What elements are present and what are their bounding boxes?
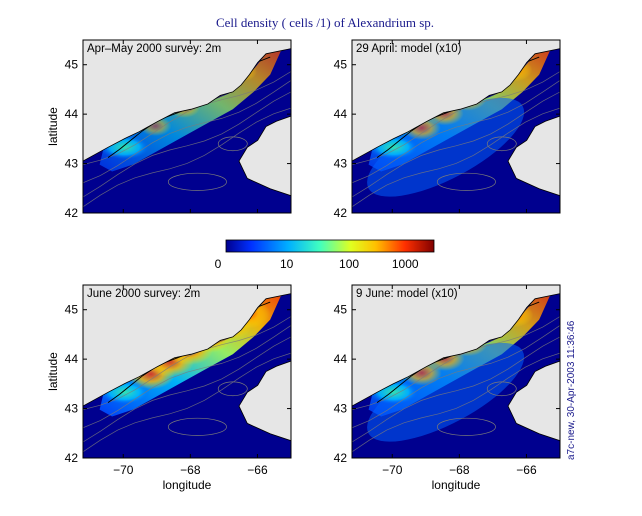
y-tick-label: 42: [65, 451, 79, 465]
y-tick-label: 42: [65, 206, 79, 220]
land-mass: [83, 40, 291, 162]
x-tick-label: −68: [180, 463, 201, 477]
bathymetry-contour: [83, 80, 291, 184]
y-tick-label: 45: [334, 58, 348, 72]
panel-frame: [351, 284, 561, 459]
map-panel: 9 June: model (x10) 42 43 44 45 −70 −68 −66 long…: [334, 284, 561, 492]
panel-label: June 2000 survey: 2m: [87, 288, 200, 300]
y-axis-label: latitude: [46, 352, 60, 391]
land-mass: [352, 40, 560, 162]
bathymetry-contour: [352, 325, 560, 429]
colorbar-tick-label: 100: [339, 257, 359, 271]
panels: Apr–May 2000 survey: 2m 42 43 44 45 latitude 2…: [46, 39, 561, 492]
land-mass-nova-scotia: [238, 360, 291, 442]
panel-frame: [82, 39, 292, 214]
y-tick-label: 44: [334, 107, 348, 121]
bathymetry-contour: [167, 417, 227, 436]
chart-title: Cell density ( cells /1) of Alexandrium …: [216, 15, 434, 30]
bathymetry-contour: [352, 80, 560, 184]
x-tick-label: −70: [113, 463, 134, 477]
bathymetry-contour: [352, 71, 560, 165]
panel-frame: [82, 284, 292, 459]
bathymetry-contour: [83, 316, 291, 410]
colorbar-gradient: [225, 239, 435, 253]
y-tick-label: 42: [334, 206, 348, 220]
land-mass: [352, 285, 560, 407]
y-tick-label: 43: [334, 157, 348, 171]
bathymetry-contour: [167, 172, 227, 191]
y-tick-label: 43: [334, 402, 348, 416]
y-tick-label: 42: [334, 451, 348, 465]
bathymetry-contour: [352, 316, 560, 410]
x-axis-label: longitude: [163, 478, 212, 492]
bathymetry-contour: [217, 381, 248, 397]
y-tick-label: 43: [65, 157, 79, 171]
x-tick-label: −70: [382, 463, 403, 477]
land-mass-nova-scotia: [507, 115, 560, 197]
panel-frame: [351, 39, 561, 214]
colorbar-tick-label: 10: [280, 257, 294, 271]
panel-label: 9 June: model (x10): [356, 288, 458, 300]
bathymetry-contour: [436, 417, 496, 436]
map-panel: 29 April: model (x10) 42 43 44 45: [334, 39, 561, 220]
bathymetry-contour: [83, 325, 291, 429]
timestamp-stamp: a7c-new, 30-Apr-2003 11:36:46: [566, 320, 577, 460]
map-panel: June 2000 survey: 2m 42 43 44 45 −70 −68 −66 lat…: [46, 284, 292, 492]
bathymetry-contour: [83, 107, 291, 208]
land-mass-nova-scotia: [507, 360, 560, 442]
model-plume: [367, 97, 525, 197]
bathymetry-contour: [83, 352, 291, 453]
land-mass-nova-scotia: [238, 115, 291, 197]
y-axis-label: latitude: [46, 107, 60, 146]
y-tick-label: 44: [65, 107, 79, 121]
bathymetry-contour: [83, 336, 291, 443]
x-tick-label: −66: [247, 463, 268, 477]
x-tick-label: −68: [449, 463, 470, 477]
panel-label: Apr–May 2000 survey: 2m: [87, 43, 221, 55]
bathymetry-contour: [352, 107, 560, 208]
bathymetry-contour: [486, 136, 517, 152]
bathymetry-contour: [352, 91, 560, 198]
panel-label: 29 April: model (x10): [356, 43, 462, 55]
map-panel: Apr–May 2000 survey: 2m 42 43 44 45 latitude: [46, 39, 292, 220]
bathymetry-contour: [83, 91, 291, 198]
x-axis-label: longitude: [432, 478, 481, 492]
y-tick-label: 43: [65, 402, 79, 416]
bathymetry-contour: [217, 136, 248, 152]
y-tick-label: 44: [334, 352, 348, 366]
colorbar-tick-label: 0: [215, 257, 222, 271]
bathymetry-contour: [352, 336, 560, 443]
bathymetry-contour: [83, 71, 291, 165]
x-tick-label: −66: [516, 463, 537, 477]
y-tick-label: 45: [65, 303, 79, 317]
bathymetry-contour: [436, 172, 496, 191]
y-tick-label: 45: [65, 58, 79, 72]
land-mass: [83, 285, 291, 407]
colorbar: 0 10 100 1000: [215, 239, 435, 271]
bathymetry-contour: [352, 352, 560, 453]
bathymetry-contour: [486, 381, 517, 397]
y-tick-label: 44: [65, 352, 79, 366]
colorbar-tick-label: 1000: [392, 257, 419, 271]
model-plume: [367, 342, 525, 442]
y-tick-label: 45: [334, 303, 348, 317]
